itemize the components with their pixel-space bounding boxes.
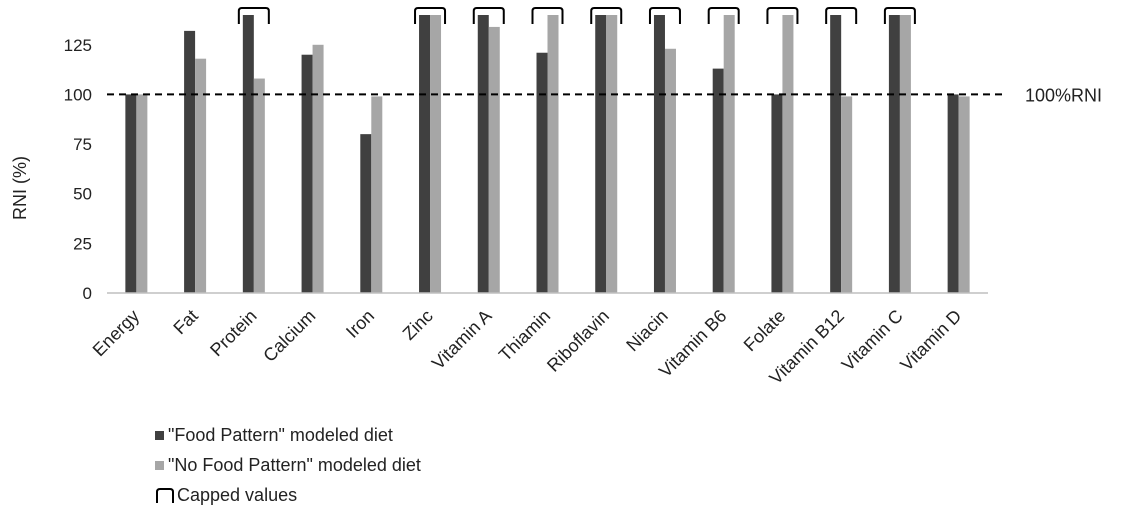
- capped-bracket: [531, 7, 564, 24]
- y-tick-label: 125: [64, 36, 92, 55]
- capped-bracket: [883, 7, 916, 24]
- bar-no-food-pattern: [899, 15, 911, 293]
- bar-food-pattern: [771, 94, 783, 293]
- bar-no-food-pattern: [782, 15, 794, 293]
- x-tick-label: Riboflavin: [543, 306, 613, 376]
- x-tick-label: Thiamin: [495, 306, 554, 365]
- bar-food-pattern: [947, 94, 959, 293]
- legend-swatch-series-1: [155, 430, 164, 440]
- bar-no-food-pattern: [253, 78, 265, 294]
- legend-swatch-series-2: [155, 460, 164, 470]
- x-tick-label: Vitamin D: [896, 306, 965, 375]
- x-tick-label: Iron: [342, 306, 378, 342]
- bar-food-pattern: [653, 15, 665, 293]
- x-tick-label: Fat: [169, 306, 202, 339]
- legend-item-series-1: "Food Pattern" modeled diet: [155, 420, 421, 450]
- y-tick-label: 0: [83, 284, 92, 303]
- capped-bracket: [590, 7, 623, 24]
- legend-item-series-2: "No Food Pattern" modeled diet: [155, 450, 421, 480]
- capped-bracket: [766, 7, 799, 24]
- x-tick-label: Zinc: [399, 306, 437, 344]
- bar-no-food-pattern: [136, 94, 148, 293]
- bar-food-pattern: [301, 54, 313, 293]
- bar-food-pattern: [242, 15, 254, 293]
- bar-food-pattern: [595, 15, 607, 293]
- x-tick-label: Calcium: [259, 306, 319, 366]
- legend-label-series-2: "No Food Pattern" modeled diet: [168, 454, 421, 475]
- x-tick-label: Energy: [89, 306, 143, 360]
- bar-no-food-pattern: [312, 44, 324, 294]
- x-tick-label: Vitamin C: [838, 306, 907, 375]
- x-tick-label: Niacin: [622, 306, 672, 356]
- bar-no-food-pattern: [664, 48, 676, 293]
- bar-food-pattern: [477, 15, 489, 293]
- bar-no-food-pattern: [958, 96, 970, 294]
- bar-food-pattern: [125, 94, 137, 293]
- capped-bracket: [414, 7, 447, 24]
- legend-label-capped: Capped values: [177, 484, 298, 505]
- x-tick-label: Protein: [206, 306, 260, 360]
- y-tick-label: 50: [73, 185, 92, 204]
- x-tick-label: Folate: [740, 306, 790, 356]
- legend: "Food Pattern" modeled diet "No Food Pat…: [155, 420, 421, 510]
- bar-food-pattern: [830, 15, 842, 293]
- y-tick-label: 25: [73, 234, 92, 253]
- capped-bracket: [707, 7, 740, 24]
- y-axis-title: RNI (%): [10, 156, 30, 220]
- bar-food-pattern: [712, 68, 724, 293]
- capped-bracket: [825, 7, 858, 24]
- capped-bracket: [472, 7, 505, 24]
- bar-food-pattern: [184, 30, 196, 294]
- bar-no-food-pattern: [195, 58, 207, 293]
- bar-no-food-pattern: [841, 96, 853, 294]
- reference-line-label: 100%RNI: [1025, 85, 1102, 105]
- bar-no-food-pattern: [723, 15, 735, 293]
- bar-food-pattern: [536, 52, 548, 293]
- bar-food-pattern: [419, 15, 431, 293]
- capped-bracket: [237, 7, 270, 24]
- bar-food-pattern: [888, 15, 900, 293]
- y-tick-label: 100: [64, 85, 92, 104]
- bar-no-food-pattern: [606, 15, 618, 293]
- bar-no-food-pattern: [371, 96, 383, 294]
- capped-bracket-icon: [156, 488, 174, 503]
- x-tick-label: Vitamin A: [428, 306, 496, 374]
- capped-bracket: [648, 7, 681, 24]
- legend-item-capped: Capped values: [155, 480, 421, 510]
- bar-no-food-pattern: [488, 26, 500, 294]
- legend-label-series-1: "Food Pattern" modeled diet: [168, 424, 393, 445]
- y-tick-label: 75: [73, 135, 92, 154]
- bar-no-food-pattern: [430, 15, 442, 293]
- bar-food-pattern: [360, 134, 372, 293]
- bar-no-food-pattern: [547, 15, 559, 293]
